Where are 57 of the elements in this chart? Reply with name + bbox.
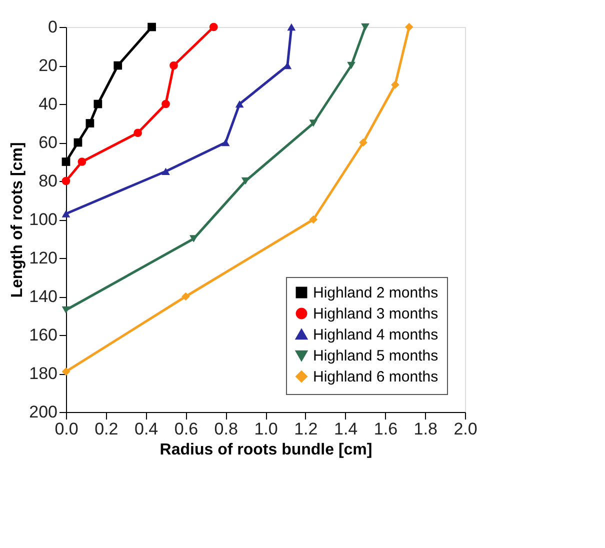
x-tick-label: 0.8 bbox=[214, 420, 238, 438]
point bbox=[309, 215, 318, 224]
x-tick-label: 1.6 bbox=[374, 420, 398, 438]
y-tick-label: 160 bbox=[29, 326, 58, 344]
point bbox=[62, 306, 70, 314]
y-tick-label: 180 bbox=[29, 364, 58, 383]
point bbox=[94, 100, 102, 108]
x-tick-label: 2.0 bbox=[454, 420, 478, 438]
legend-label: Highland 2 months bbox=[313, 284, 438, 302]
y-tick-label: 40 bbox=[38, 94, 58, 114]
point bbox=[162, 168, 170, 175]
point bbox=[62, 367, 70, 376]
y-axis-title: Length of roots [cm] bbox=[9, 142, 26, 298]
point bbox=[361, 23, 370, 31]
point bbox=[390, 80, 400, 89]
point bbox=[170, 61, 178, 70]
legend-label: Highland 5 months bbox=[313, 348, 438, 364]
x-tick-label: 1.8 bbox=[414, 420, 438, 438]
point bbox=[114, 61, 122, 70]
point bbox=[74, 138, 82, 147]
y-tick-label: 140 bbox=[29, 287, 58, 306]
x-tick-label: 0.4 bbox=[134, 420, 158, 438]
x-tick-label: 1.2 bbox=[294, 420, 318, 438]
legend-label: Highland 6 months bbox=[313, 368, 438, 386]
x-tick-label: 1.4 bbox=[334, 420, 358, 438]
point bbox=[209, 22, 218, 32]
y-tick-label: 100 bbox=[29, 210, 58, 229]
y-tick-label: 80 bbox=[38, 172, 58, 190]
legend-label: Highland 3 months bbox=[313, 306, 438, 322]
point bbox=[148, 22, 156, 32]
point bbox=[86, 119, 94, 128]
point bbox=[134, 128, 142, 138]
y-tick-label: 60 bbox=[38, 133, 58, 152]
point bbox=[347, 62, 356, 70]
y-tick-label: 200 bbox=[29, 402, 58, 422]
x-tick-label: 0.6 bbox=[174, 420, 198, 438]
point bbox=[287, 23, 296, 31]
x-tick-label: 0.2 bbox=[94, 420, 118, 438]
x-axis-title: Radius of roots bundle [cm] bbox=[160, 442, 372, 458]
point bbox=[62, 176, 70, 186]
point bbox=[309, 120, 318, 127]
point bbox=[404, 22, 414, 32]
point bbox=[78, 158, 86, 166]
point bbox=[182, 292, 190, 301]
x-tick-label: 0.0 bbox=[54, 420, 78, 438]
y-tick-label: 120 bbox=[29, 248, 58, 268]
point bbox=[359, 138, 368, 147]
point bbox=[189, 235, 198, 242]
point bbox=[235, 100, 244, 108]
point bbox=[162, 100, 170, 108]
y-tick-label: 0 bbox=[48, 18, 58, 36]
point bbox=[62, 158, 70, 166]
x-tick-label: 1.0 bbox=[254, 420, 278, 438]
legend-label: Highland 4 months bbox=[313, 326, 438, 344]
point bbox=[221, 138, 230, 146]
y-tick-label: 20 bbox=[38, 56, 58, 75]
point bbox=[62, 210, 70, 218]
